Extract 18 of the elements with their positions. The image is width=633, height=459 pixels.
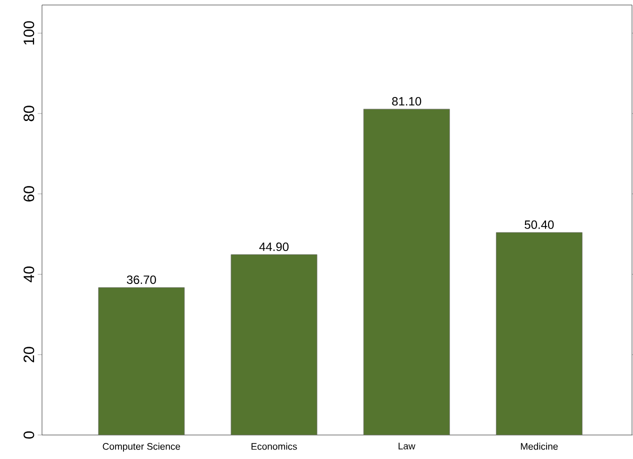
bar (230, 254, 318, 435)
x-tick-label: Law (398, 442, 416, 450)
y-tick-label: 100 (24, 21, 34, 44)
y-tick-label: 40 (24, 266, 34, 282)
data-label: 36.70 (126, 275, 156, 284)
bar (363, 108, 450, 435)
y-tick-label: 60 (24, 186, 34, 202)
y-tick-label: 0 (24, 431, 34, 439)
bar (98, 287, 185, 435)
x-tick-label: Economics (252, 442, 297, 450)
y-tick-label: 20 (24, 346, 34, 362)
bar (496, 232, 582, 435)
x-tick-label: Medicine (520, 442, 558, 450)
y-tick-label: 80 (24, 106, 34, 122)
data-label: 50.40 (524, 220, 554, 229)
data-label: 81.10 (392, 97, 422, 106)
x-tick-label: Computer Science (102, 442, 180, 452)
data-label: 44.90 (259, 242, 289, 252)
